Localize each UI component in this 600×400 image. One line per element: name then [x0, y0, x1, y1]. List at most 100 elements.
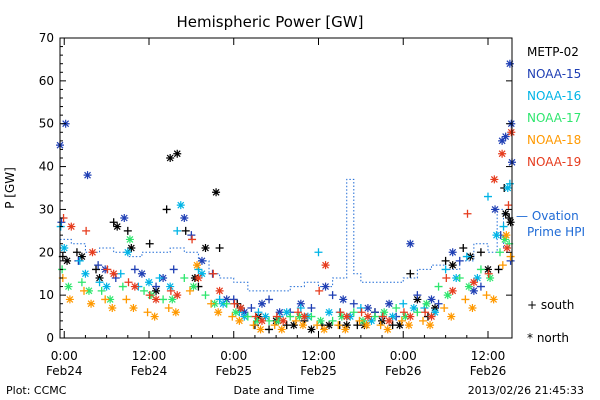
data-point-south [455, 274, 464, 282]
legend-entry: NOAA-15 [527, 67, 581, 81]
data-point-south [75, 256, 84, 265]
data-point-south [376, 321, 385, 330]
legend: METP-02 NOAA-15 NOAA-16 NOAA-17 NOAA-18 NOAA-… [516, 45, 585, 239]
data-point-south [440, 304, 449, 312]
data-point-north [63, 256, 72, 265]
data-point-north [123, 248, 132, 257]
data-point-south [328, 291, 337, 300]
data-point-north [296, 299, 305, 308]
data-point-south [504, 201, 513, 210]
data-point-south [434, 299, 443, 308]
x-tick-label: 0:00 [51, 349, 78, 363]
data-point-north [300, 312, 309, 321]
y-tick-label: 60 [39, 74, 54, 88]
data-point-north [367, 316, 376, 325]
data-point-north [486, 274, 495, 282]
data-point-north [406, 239, 415, 248]
data-point-south [441, 256, 450, 265]
data-point-north [468, 304, 477, 312]
data-point-north [473, 274, 482, 282]
data-point-north [298, 321, 307, 330]
data-point-south [441, 265, 450, 274]
data-point-south [116, 269, 125, 278]
data-point-north [64, 282, 73, 291]
data-point-north [337, 312, 346, 321]
data-point-north [137, 269, 146, 278]
data-point-south [103, 265, 112, 274]
data-point-south [483, 192, 492, 201]
data-point-north [235, 316, 244, 325]
data-point-south [413, 291, 422, 300]
data-point-north [409, 304, 418, 312]
data-point-south [94, 261, 103, 270]
data-point-south [399, 299, 408, 308]
data-point-north [380, 308, 389, 317]
data-point-north [321, 282, 330, 291]
data-point-south [123, 226, 132, 235]
data-point-north [144, 278, 153, 287]
data-point-north [404, 321, 413, 330]
data-point-south [207, 299, 216, 308]
data-point-north [469, 278, 478, 287]
data-point-south [459, 244, 468, 252]
data-point-north [197, 269, 206, 278]
data-point-south [294, 308, 303, 317]
data-point-north [279, 316, 288, 325]
data-point-south [272, 312, 281, 321]
data-point-north [406, 312, 415, 321]
data-point-north [84, 286, 93, 295]
data-point-south [215, 295, 224, 304]
legend-north-marker: * north [527, 331, 569, 345]
y-tick-label: 70 [39, 31, 54, 45]
x-tick-label: Feb25 [300, 364, 337, 378]
data-point-south [378, 312, 387, 321]
data-point-north [505, 59, 514, 68]
data-point-north [339, 295, 348, 304]
x-tick-label: 0:00 [390, 349, 417, 363]
data-point-south [95, 278, 104, 287]
data-point-north [427, 312, 436, 321]
data-point-south [463, 209, 472, 218]
data-point-south [357, 308, 366, 317]
data-point-south [355, 316, 364, 325]
footer-plot-credit: Plot: CCMC [6, 384, 67, 397]
data-point-south [413, 308, 422, 317]
y-tick-label: 50 [39, 117, 54, 131]
x-tick-label: Feb26 [385, 364, 422, 378]
data-point-north [385, 299, 394, 308]
data-point-north [363, 304, 372, 312]
data-point-north [214, 308, 223, 317]
data-point-north [108, 304, 117, 312]
data-point-north [431, 308, 440, 317]
x-tick-label: 12:00 [132, 349, 167, 363]
data-point-north [77, 252, 86, 261]
data-point-south [476, 248, 485, 257]
data-point-south [92, 265, 101, 274]
data-point-north [150, 312, 159, 321]
data-point-north [342, 312, 351, 321]
data-point-north [171, 308, 180, 317]
data-point-north [316, 316, 325, 325]
data-point-south [228, 312, 237, 321]
y-tick-label: 10 [39, 288, 54, 302]
data-point-south [286, 312, 295, 321]
data-point-north [109, 269, 118, 278]
data-point-north [166, 154, 175, 162]
data-point-south [291, 316, 300, 325]
data-point-north [498, 136, 507, 145]
data-point-south [222, 299, 231, 308]
data-point-south [265, 325, 274, 334]
data-point-north [492, 231, 501, 240]
data-point-north [501, 132, 510, 141]
y-tick-label: 0 [46, 331, 54, 345]
data-point-south [215, 244, 224, 252]
data-point-north [448, 286, 457, 295]
data-point-north [197, 256, 206, 265]
data-point-north [106, 295, 115, 304]
data-point-south [188, 235, 197, 244]
data-point-north [193, 261, 202, 270]
axes: 0102030405060700:00Feb2412:00Feb240:00Fe… [39, 31, 513, 378]
data-point-north [282, 308, 291, 317]
data-point-south [442, 274, 451, 282]
data-point-north [168, 295, 177, 304]
